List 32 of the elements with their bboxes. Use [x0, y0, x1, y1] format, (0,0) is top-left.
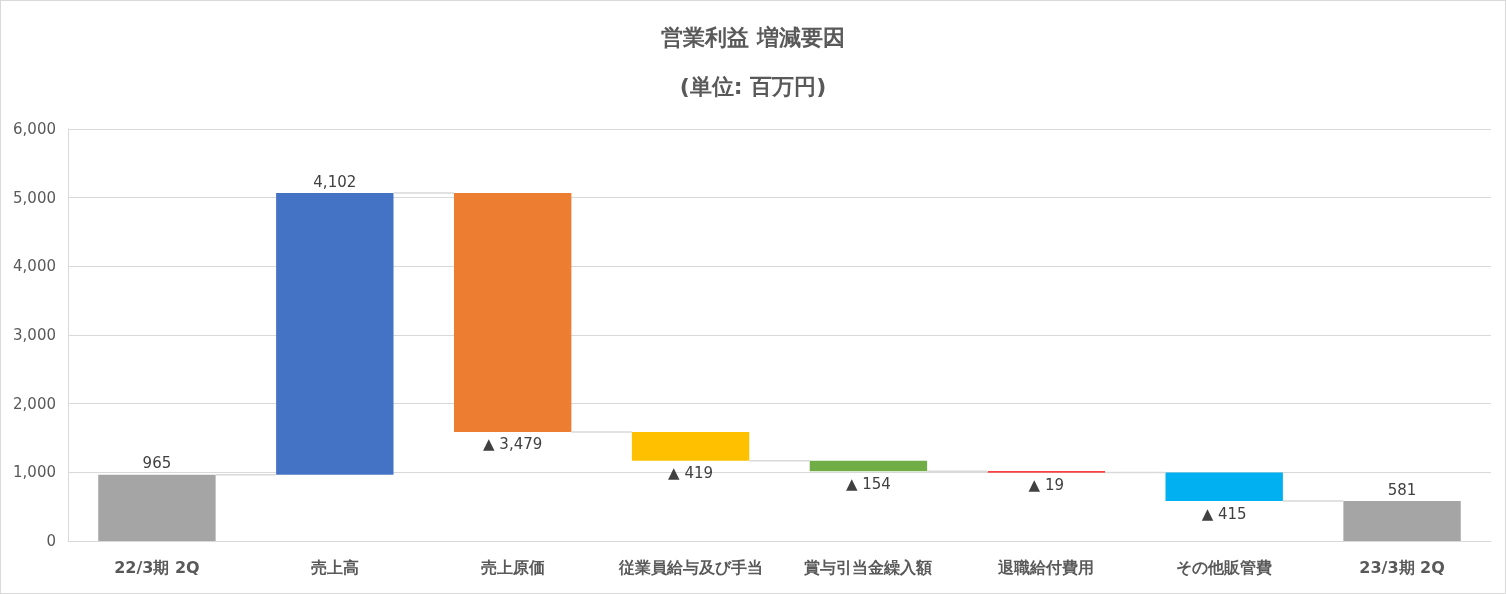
y-tick-label: 3,000: [13, 326, 56, 344]
data-label: ▲ 154: [845, 474, 891, 493]
bar: [453, 193, 572, 432]
data-label: ▲ 419: [668, 464, 714, 483]
bar: [809, 460, 928, 472]
data-label: 4,102: [313, 172, 357, 191]
y-tick-label: 0: [46, 532, 56, 550]
x-tick-label: 従業員給与及び手当: [617, 557, 763, 577]
bar: [1165, 472, 1283, 502]
y-tick-label: 1,000: [13, 463, 56, 482]
y-tick-label: 2,000: [13, 394, 56, 413]
x-tick-label: 売上原価: [480, 557, 545, 577]
y-tick-label: 4,000: [13, 257, 56, 276]
x-tick-label: 22/3期 2Q: [114, 557, 200, 577]
chart-title: 営業利益 増減要因: [661, 24, 845, 50]
data-label: 581: [1387, 480, 1417, 499]
bar: [1343, 501, 1461, 541]
x-tick-label: 退職給付費用: [997, 557, 1095, 577]
data-label: ▲ 415: [1201, 504, 1247, 523]
bar: [276, 193, 394, 475]
y-tick-label: 5,000: [13, 188, 56, 207]
data-label: 965: [142, 454, 172, 473]
y-tick-label: 6,000: [13, 120, 56, 138]
data-label: ▲ 19: [1028, 476, 1065, 495]
x-tick-label: 賞与引当金繰入額: [804, 557, 933, 577]
bar: [98, 474, 216, 541]
bar: [631, 431, 750, 461]
data-label: ▲ 3,479: [483, 435, 543, 454]
x-tick-label: 売上高: [310, 557, 359, 577]
x-tick-label: その他販管費: [1176, 557, 1273, 577]
x-tick-label: 23/3期 2Q: [1359, 557, 1445, 577]
chart-subtitle: (単位: 百万円): [679, 73, 827, 99]
